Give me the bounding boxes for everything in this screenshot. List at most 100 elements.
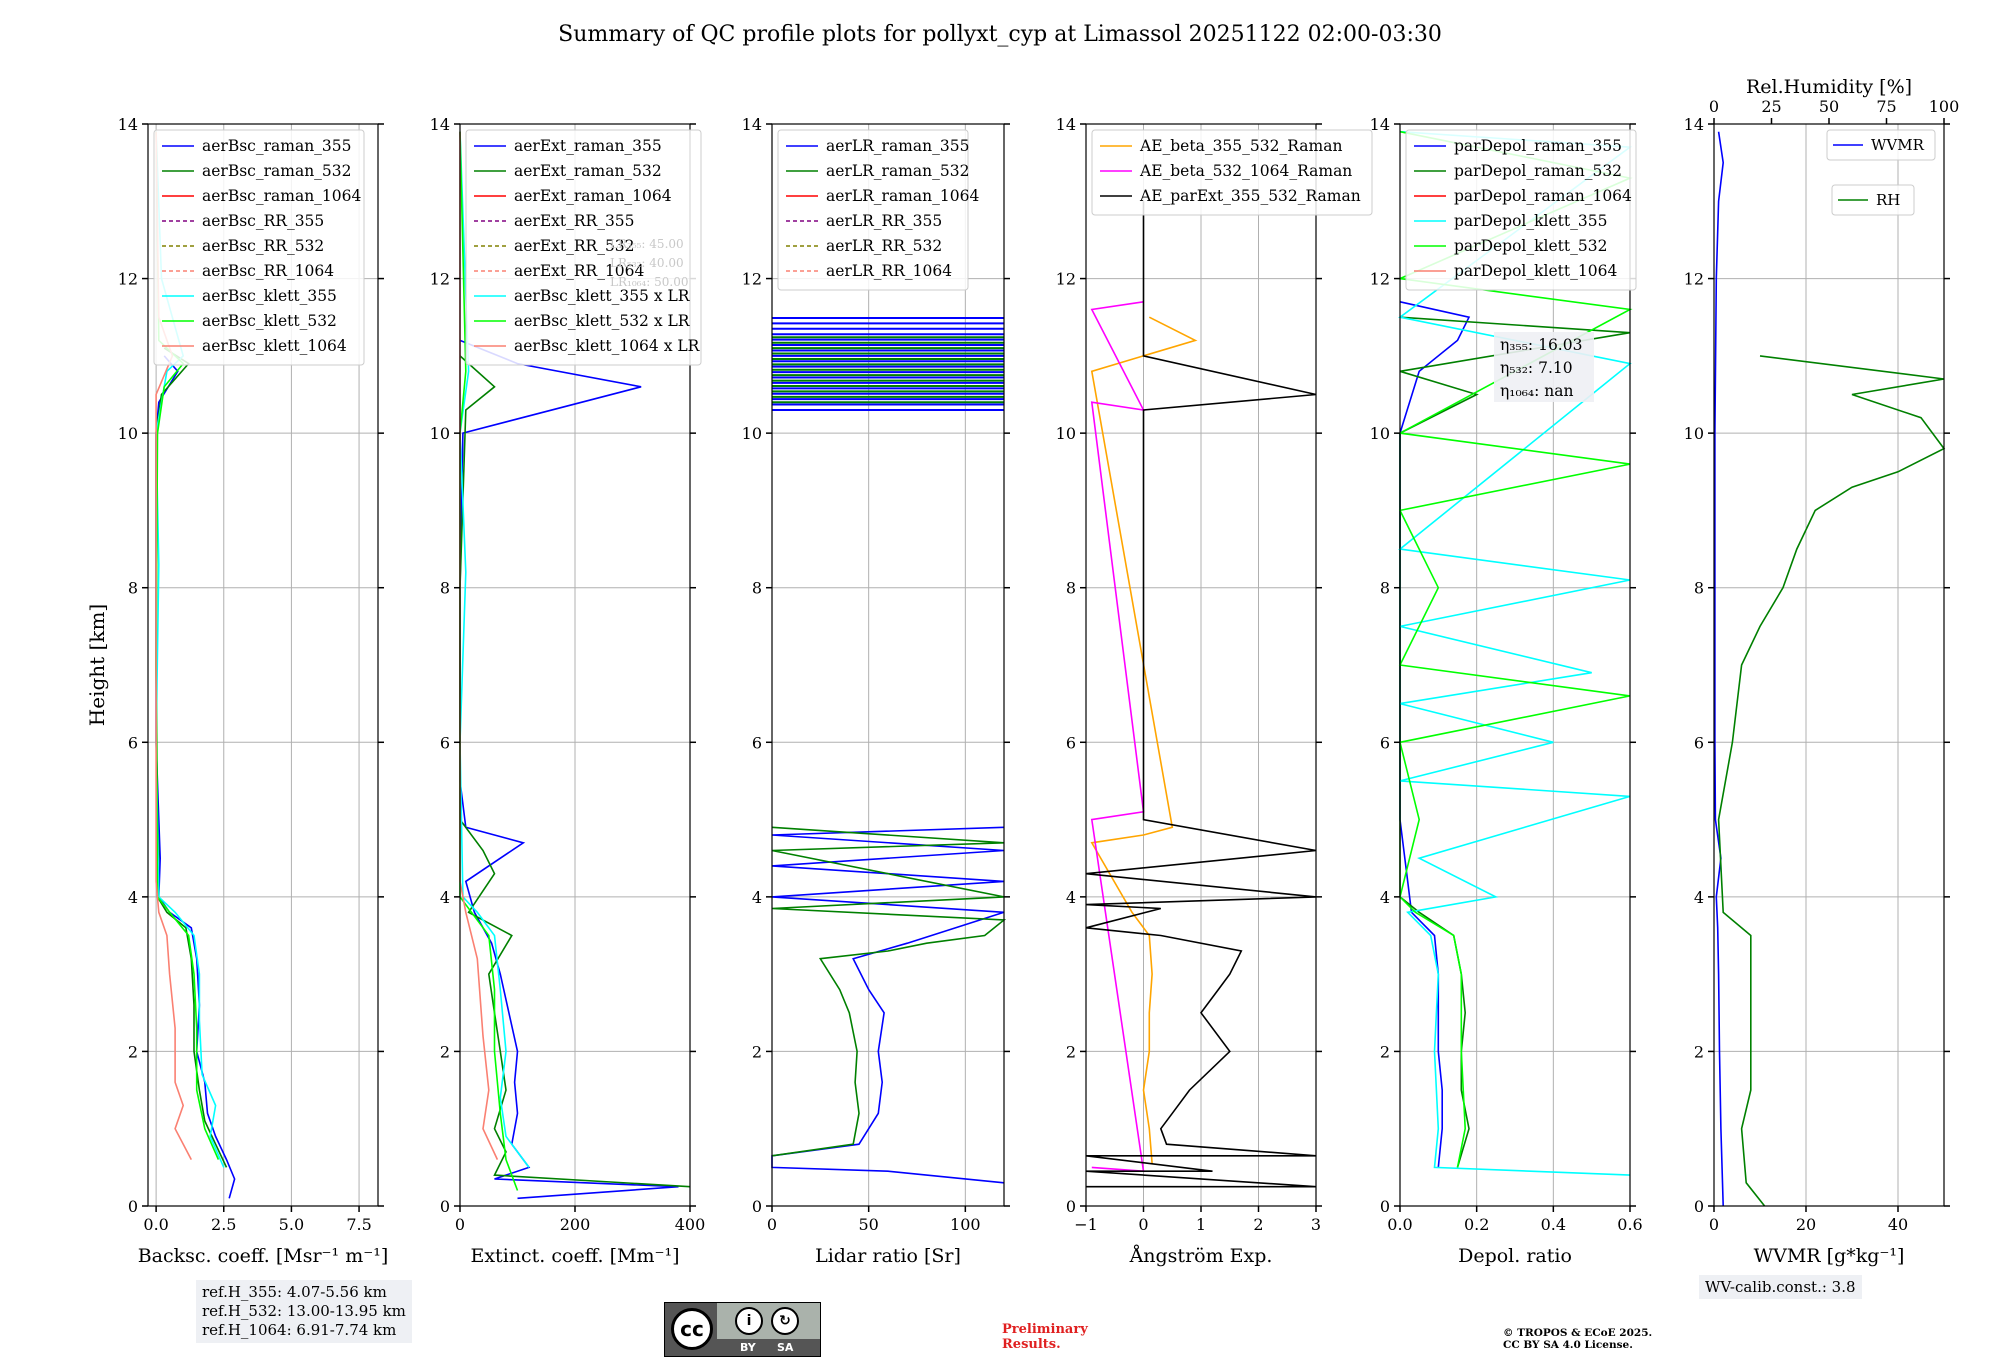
- ref-height-1064: ref.H_1064: 6.91-7.74 km: [202, 1321, 397, 1339]
- y-tick-label: 2: [440, 1042, 450, 1061]
- legend-label: parDepol_klett_532: [1454, 237, 1607, 255]
- series-aerExt_raman_532: [459, 355, 691, 1188]
- cc-sa-label: SA: [777, 1341, 794, 1354]
- copyright-line-1: © TROPOS & ECoE 2025.: [1503, 1327, 1653, 1339]
- y-tick-label: 0: [1380, 1197, 1390, 1216]
- legend-box: [153, 129, 365, 366]
- legend-box: [1831, 184, 1915, 216]
- legend-label: aerLR_RR_355: [826, 212, 942, 230]
- x-tick-label: 50: [858, 1215, 878, 1234]
- x-axis-label: Extinct. coeff. [Mm⁻¹]: [470, 1245, 679, 1267]
- y-tick-label: 12: [1370, 270, 1390, 289]
- x-tick-label: 40: [1888, 1215, 1908, 1234]
- y-tick-label: 14: [1370, 115, 1390, 134]
- legend-label: aerBsc_klett_1064 x LR: [514, 337, 701, 355]
- y-tick-label: 8: [752, 579, 762, 598]
- y-tick-label: 12: [742, 270, 762, 289]
- y-tick-label: 12: [430, 270, 450, 289]
- x-tick-label: 0: [767, 1215, 777, 1234]
- eta-annotation: η₅₃₂: 7.10: [1500, 359, 1573, 377]
- legend-label: aerBsc_klett_355: [202, 287, 337, 305]
- cc-logo-icon: cc: [671, 1308, 713, 1350]
- x-tick-label: 0.0: [1387, 1215, 1412, 1234]
- y-tick-label: 0: [1694, 1197, 1704, 1216]
- legend-box: [1091, 129, 1373, 216]
- series-aerBsc_klett_532 x LR: [459, 131, 519, 1191]
- legend-label: aerBsc_raman_532: [202, 162, 352, 180]
- x-tick-label: 2.5: [211, 1215, 236, 1234]
- x-tick-label: 0: [455, 1215, 465, 1234]
- axes-frame: [1713, 123, 1945, 1207]
- panel-depol: [1394, 123, 1637, 1212]
- y-tick-label: 14: [1056, 115, 1076, 134]
- lr-annotation: LR₃₅₅: 45.00: [610, 237, 684, 251]
- series-AE_beta_355_532_Raman: [1090, 316, 1198, 1164]
- series-aerBsc_raman_355: [155, 355, 236, 1199]
- series-aerBsc_klett_1064 x LR: [459, 131, 499, 1160]
- x-tick-label: 100: [950, 1215, 981, 1234]
- y-tick-label: 14: [742, 115, 762, 134]
- y-tick-label: 2: [752, 1042, 762, 1061]
- axes-frame: [147, 123, 379, 1207]
- y-tick-label: 4: [1694, 888, 1704, 907]
- ref-height-355: ref.H_355: 4.07-5.56 km: [202, 1283, 387, 1301]
- top-x-tick-label: 100: [1929, 97, 1960, 116]
- x-tick-label: 0.6: [1617, 1215, 1642, 1234]
- axes-frame: [1399, 123, 1631, 1207]
- legend-label: parDepol_klett_355: [1454, 212, 1607, 230]
- legend-label: aerBsc_klett_1064: [202, 337, 347, 355]
- legend-label: aerExt_RR_355: [514, 212, 635, 230]
- y-tick-label: 6: [1380, 733, 1390, 752]
- x-axis-label: Backsc. coeff. [Msr⁻¹ m⁻¹]: [138, 1245, 389, 1267]
- legend-label: aerBsc_RR_1064: [202, 262, 334, 280]
- y-tick-label: 8: [440, 579, 450, 598]
- y-tick-label: 8: [1694, 579, 1704, 598]
- series-parDepol_raman_532: [1399, 316, 1631, 1168]
- y-tick-label: 2: [128, 1042, 138, 1061]
- legend-label: AE_beta_355_532_Raman: [1139, 137, 1342, 155]
- y-tick-label: 8: [1066, 579, 1076, 598]
- reference-heights-box: ref.H_355: 4.07-5.56 km ref.H_532: 13.00…: [196, 1280, 412, 1343]
- x-tick-label: 0.4: [1541, 1215, 1566, 1234]
- legend-label: parDepol_klett_1064: [1454, 262, 1617, 280]
- cc-license-badge: cc i ↻ BY SA: [664, 1302, 821, 1357]
- legend-label: parDepol_raman_532: [1454, 162, 1622, 180]
- y-tick-label: 0: [440, 1197, 450, 1216]
- y-tick-label: 6: [128, 733, 138, 752]
- copyright-line-2: CC BY SA 4.0 License.: [1503, 1339, 1633, 1351]
- panel-wv: [1708, 118, 1950, 1212]
- legend-label: WVMR: [1871, 136, 1925, 154]
- legend-label: aerLR_raman_355: [826, 137, 969, 155]
- legend-label: aerExt_RR_532: [514, 237, 635, 255]
- y-tick-label: 6: [1066, 733, 1076, 752]
- legend-label: aerLR_raman_532: [826, 162, 969, 180]
- y-tick-label: 14: [118, 115, 138, 134]
- legend-box: [465, 129, 702, 366]
- y-tick-label: 4: [1066, 888, 1076, 907]
- lr-annotation: LR₅₃₂: 40.00: [610, 256, 684, 270]
- series-aerLR_raman_532: [771, 826, 1007, 1157]
- series-RH: [1717, 355, 1946, 1207]
- y-tick-label: 12: [1684, 270, 1704, 289]
- y-tick-label: 10: [430, 424, 450, 443]
- series-WVMR: [1714, 131, 1725, 1207]
- series-aerLR_raman_355: [771, 826, 1005, 1184]
- legend-label: aerExt_raman_355: [514, 137, 662, 155]
- x-tick-label: 0: [1138, 1215, 1148, 1234]
- y-tick-label: 2: [1694, 1042, 1704, 1061]
- y-tick-label: 14: [1684, 115, 1704, 134]
- x-tick-label: 0.2: [1464, 1215, 1489, 1234]
- panel-bsc: [142, 123, 384, 1212]
- legend-box: [777, 129, 969, 291]
- legend-label: aerLR_RR_1064: [826, 262, 952, 280]
- legend-label: aerExt_raman_1064: [514, 187, 672, 205]
- series-aerBsc_raman_532: [155, 347, 228, 1168]
- copyright-note: © TROPOS & ECoE 2025. CC BY SA 4.0 Licen…: [1503, 1327, 1652, 1351]
- panel-ae: [1080, 123, 1373, 1212]
- legend-label: aerBsc_klett_532 x LR: [514, 312, 691, 330]
- y-tick-label: 10: [742, 424, 762, 443]
- panel-ext: [454, 123, 702, 1212]
- y-tick-label: 10: [1370, 424, 1390, 443]
- legend-label: aerBsc_RR_355: [202, 212, 324, 230]
- y-tick-label: 8: [1380, 579, 1390, 598]
